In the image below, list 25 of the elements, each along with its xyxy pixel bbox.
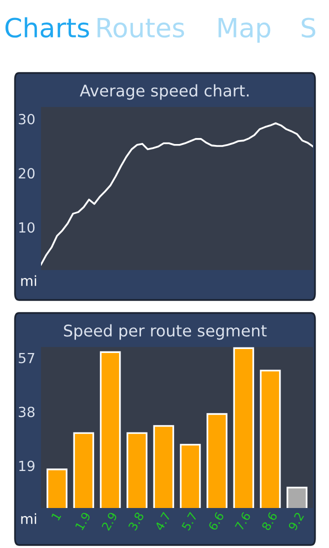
x-tick-label: 1.9	[74, 512, 91, 530]
text: Charts	[5, 17, 89, 38]
x-tick-label: 8.6	[261, 512, 278, 531]
y-tick-label: 38	[18, 406, 34, 418]
chart-title: Average speed chart.	[80, 84, 249, 100]
y-tick-label: 57	[18, 352, 34, 364]
line-series	[41, 122, 313, 266]
y-tick-label: 10	[19, 222, 35, 233]
x-tick-label: 7.6	[234, 512, 251, 531]
x-tick-label: 9.2	[288, 512, 304, 531]
text: S	[302, 18, 316, 38]
y-tick-label: 19	[19, 460, 34, 472]
chart-title: Speed per route segment	[64, 324, 267, 340]
x-tick-label: 5.7	[181, 512, 198, 531]
x-tick-label: 1	[51, 512, 62, 521]
y-tick-label: 20	[18, 168, 35, 179]
x-axis-title: mi	[21, 513, 36, 524]
x-tick-label: 6.6	[208, 512, 224, 531]
text: Routes	[98, 18, 184, 38]
x-tick-label: 2.9	[101, 512, 118, 531]
y-tick-label: 30	[18, 114, 35, 124]
x-tick-label: 3.8	[128, 512, 144, 531]
text: Map	[218, 18, 270, 43]
x-tick-label: 4.7	[154, 512, 171, 532]
x-axis-title: mi	[21, 275, 36, 286]
